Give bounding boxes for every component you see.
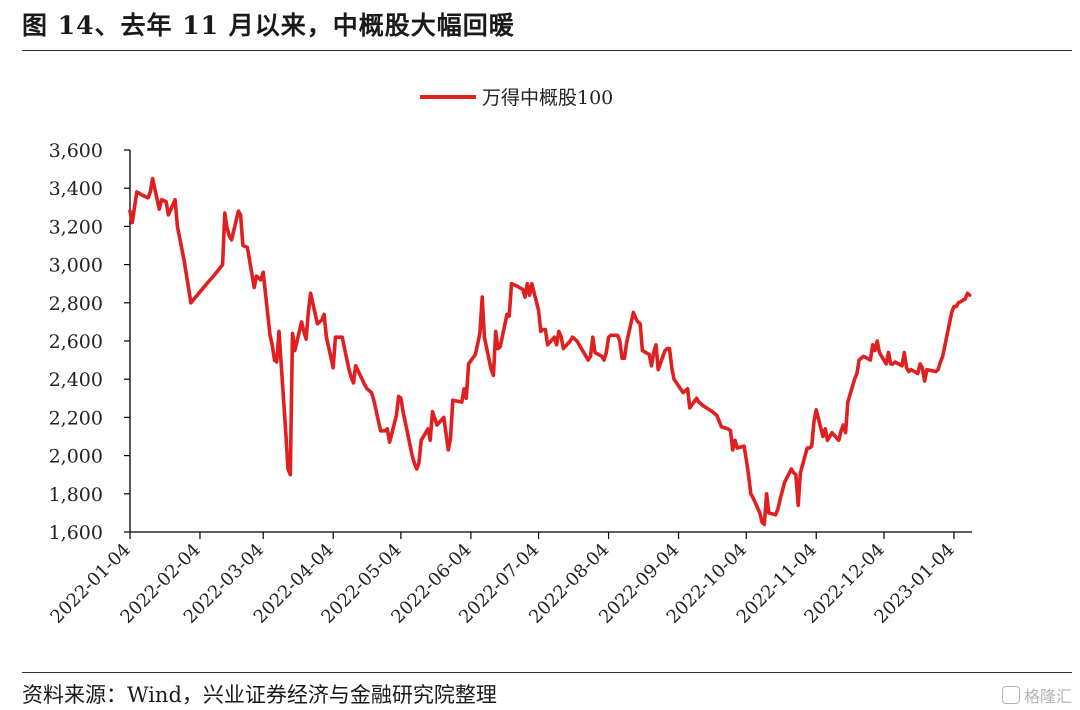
y-tick-label: 2,200 xyxy=(49,407,103,429)
y-tick-label: 3,600 xyxy=(49,140,103,162)
top-rule xyxy=(22,50,1072,51)
line-chart: 1,600 1,800 2,000 2,200 2,400 2,600 2,800 3,000… xyxy=(46,87,972,628)
series-line xyxy=(128,176,972,527)
y-tick-label: 2,600 xyxy=(49,331,103,353)
y-tick-label: 3,200 xyxy=(49,216,103,238)
source-note: 资料来源：Wind，兴业证券经济与金融研究院整理 xyxy=(22,683,497,707)
watermark: 格隆汇 xyxy=(1001,683,1072,707)
y-tick-label: 2,000 xyxy=(49,446,103,468)
y-tick-label: 2,800 xyxy=(49,293,103,315)
chart-title: 图 14、去年 11 月以来，中概股大幅回暖 xyxy=(22,11,515,40)
legend-label: 万得中概股100 xyxy=(482,87,613,109)
y-tick-label: 3,400 xyxy=(49,178,103,200)
bottom-rule xyxy=(22,672,1072,673)
y-tick-label: 1,600 xyxy=(49,522,103,544)
y-tick-label: 1,800 xyxy=(49,484,103,506)
y-tick-label: 2,400 xyxy=(49,369,103,391)
y-tick-label: 3,000 xyxy=(49,255,103,277)
watermark-logo-icon xyxy=(1001,686,1020,704)
watermark-text: 格隆汇 xyxy=(1023,687,1072,706)
